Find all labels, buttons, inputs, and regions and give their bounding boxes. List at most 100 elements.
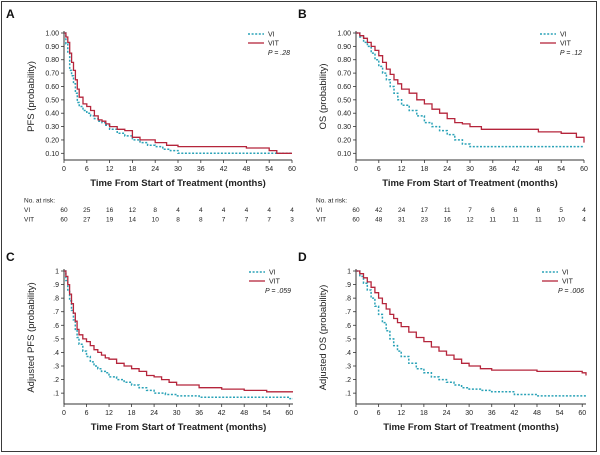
series-vi-line xyxy=(64,32,292,155)
risk-count: 25 xyxy=(83,207,91,214)
risk-count: 4 xyxy=(582,207,586,214)
x-tick-label: 36 xyxy=(488,410,496,417)
panel-letter: D xyxy=(298,250,307,264)
risk-count: 8 xyxy=(176,217,180,224)
x-tick-label: 60 xyxy=(580,166,588,173)
x-tick-label: 48 xyxy=(240,410,248,417)
y-tick-label: 0.80 xyxy=(337,57,351,64)
x-tick-label: 48 xyxy=(535,166,543,173)
risk-count: 11 xyxy=(512,217,519,224)
panel-d: D 0 6 12 18 24 30 36 42 48 54 60 .1 .2 .3 .4 .5 .6 .7 .8 .9 1… xyxy=(298,250,587,433)
x-tick-label: 6 xyxy=(377,410,381,417)
y-tick-label: 0.60 xyxy=(337,84,351,91)
risk-count: 11 xyxy=(489,217,496,224)
risk-count: 16 xyxy=(106,207,114,214)
x-tick-label: 0 xyxy=(62,166,66,173)
x-tick-label: 6 xyxy=(85,166,89,173)
risk-count: 4 xyxy=(267,207,271,214)
y-tick-label: .2 xyxy=(53,377,59,384)
panel-letter: A xyxy=(6,7,15,21)
risk-count: 48 xyxy=(375,217,383,224)
x-tick-label: 12 xyxy=(397,410,405,417)
x-tick-label: 30 xyxy=(173,410,181,417)
y-tick-label: .9 xyxy=(53,282,59,289)
x-tick-label: 36 xyxy=(195,410,203,417)
p-value: P = .006 xyxy=(558,288,584,295)
risk-count: 7 xyxy=(468,207,472,214)
x-tick-label: 48 xyxy=(533,410,541,417)
x-tick-label: 54 xyxy=(556,410,564,417)
y-tick-label: 0.80 xyxy=(45,57,59,64)
y-tick-label: 0.90 xyxy=(337,44,351,51)
y-tick-label: 0.20 xyxy=(45,137,59,144)
legend-label-vit: VIT xyxy=(269,279,281,286)
risk-count: 7 xyxy=(267,217,271,224)
x-tick-label: 24 xyxy=(443,166,451,173)
risk-count: 4 xyxy=(290,207,294,214)
series-vit-line xyxy=(356,270,587,376)
x-tick-label: 18 xyxy=(129,166,137,173)
x-tick-label: 24 xyxy=(151,166,159,173)
x-tick-label: 60 xyxy=(288,166,296,173)
risk-count: 4 xyxy=(222,207,226,214)
y-axis-label: PFS (probability) xyxy=(26,61,37,132)
x-tick-label: 12 xyxy=(106,166,114,173)
risk-count: 8 xyxy=(199,217,203,224)
legend-label-vi: VI xyxy=(268,32,275,39)
y-tick-label: 0.70 xyxy=(45,71,59,78)
y-tick-label: .7 xyxy=(53,309,59,316)
y-tick-label: 1.00 xyxy=(337,31,351,38)
x-axis-label: Time From Start of Treatment (months) xyxy=(383,422,559,433)
risk-count: 10 xyxy=(558,217,566,224)
panel-letter: C xyxy=(6,250,15,264)
risk-table: No. at risk: VI 60 42 24 17 11 7 6 6 6 5 4 VIT 60 48 31 2… xyxy=(316,198,586,224)
risk-count: 11 xyxy=(444,207,451,214)
x-tick-label: 42 xyxy=(512,166,520,173)
y-axis-label: Adjusted PFS (probability) xyxy=(26,282,37,392)
risk-count: 4 xyxy=(582,217,586,224)
x-tick-label: 18 xyxy=(128,410,136,417)
x-tick-label: 30 xyxy=(466,166,474,173)
x-tick-label: 6 xyxy=(85,410,89,417)
x-tick-label: 6 xyxy=(377,166,381,173)
y-tick-label: 0.60 xyxy=(45,84,59,91)
y-axis-label: OS (probability) xyxy=(318,64,329,130)
panel-letter: B xyxy=(298,7,307,21)
x-axis-label: Time From Start of Treatment (months) xyxy=(90,178,266,189)
legend-label-vi: VI xyxy=(560,32,567,39)
x-axis-label: Time From Start of Treatment (months) xyxy=(382,178,558,189)
y-tick-label: .1 xyxy=(345,391,351,398)
y-tick-label: 0.30 xyxy=(45,124,59,131)
y-tick-label: 0.20 xyxy=(337,137,351,144)
x-tick-label: 30 xyxy=(174,166,182,173)
x-axis-label: Time From Start of Treatment (months) xyxy=(91,422,267,433)
risk-table-header: No. at risk: xyxy=(316,198,347,205)
y-tick-label: .4 xyxy=(53,350,59,357)
risk-count: 42 xyxy=(375,207,383,214)
p-value: P = .12 xyxy=(560,50,582,57)
y-tick-label: .3 xyxy=(345,364,351,371)
x-tick-label: 54 xyxy=(263,410,271,417)
x-tick-label: 0 xyxy=(354,410,358,417)
risk-count: 19 xyxy=(106,217,114,224)
panel-b: B0 6 12 18 24 30 36 42 48 54 600.100.200.300.400.5… xyxy=(298,7,588,224)
risk-row-label: VIT xyxy=(24,217,34,224)
y-tick-label: 1.00 xyxy=(45,31,59,38)
legend-label-vit: VIT xyxy=(560,41,572,48)
risk-count: 4 xyxy=(176,207,180,214)
y-tick-label: .3 xyxy=(53,364,59,371)
risk-count: 12 xyxy=(466,217,474,224)
x-tick-label: 60 xyxy=(578,410,586,417)
risk-count: 24 xyxy=(398,207,406,214)
risk-table: No. at risk: VI 60 25 16 12 8 4 4 4 4 4 4 VIT 60 27 19 14… xyxy=(24,198,294,224)
risk-count: 60 xyxy=(352,217,360,224)
y-tick-label: 0.30 xyxy=(337,124,351,131)
risk-count: 10 xyxy=(152,217,160,224)
risk-count: 12 xyxy=(129,207,137,214)
y-tick-label: .8 xyxy=(53,296,59,303)
series-vit-line xyxy=(64,32,292,154)
y-tick-label: .5 xyxy=(53,336,59,343)
risk-count: 5 xyxy=(559,207,563,214)
